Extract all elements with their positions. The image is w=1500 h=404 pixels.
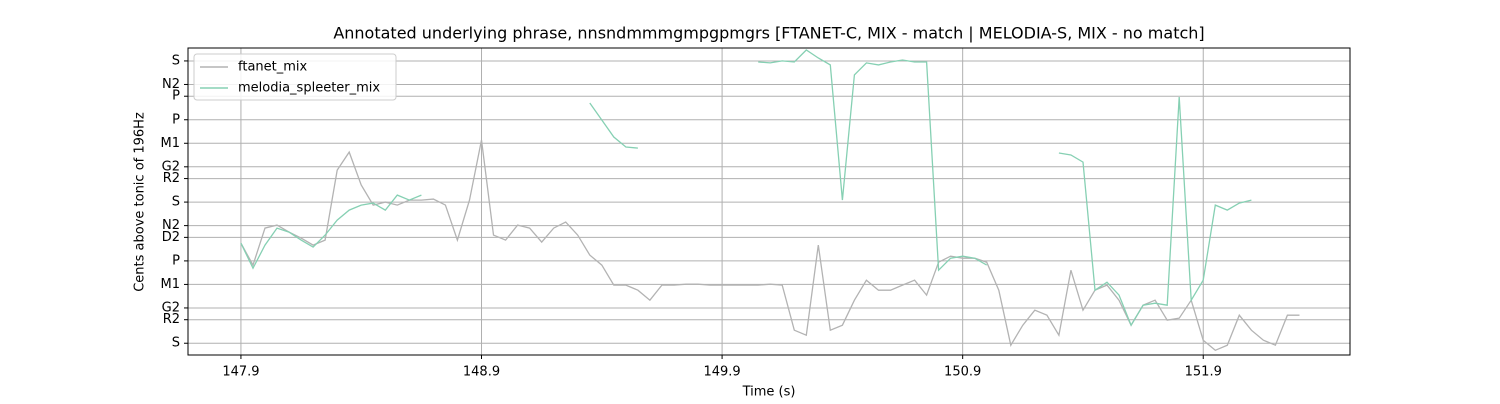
y-tick-label: P [172, 112, 180, 127]
y-tick-label: N2 [162, 218, 180, 233]
x-tick-label: 150.9 [944, 365, 981, 380]
y-tick-label: S [172, 53, 180, 68]
y-tick-label: D2 [162, 230, 180, 245]
x-axis-label: Time (s) [742, 385, 796, 400]
y-tick-label: S [172, 195, 180, 210]
y-tick-label: N2 [162, 77, 180, 92]
x-tick-label: 148.9 [463, 365, 500, 380]
y-tick-label: P [172, 89, 180, 104]
y-tick-label: G2 [162, 300, 180, 315]
y-tick-label: R2 [163, 312, 180, 327]
y-tick-label: S [172, 336, 180, 351]
y-tick-label: G2 [162, 159, 180, 174]
y-tick-label: M1 [161, 277, 181, 292]
legend-label: ftanet_mix [238, 60, 308, 75]
y-axis-label: Cents above tonic of 196Hz [133, 112, 148, 292]
legend-label: melodia_spleeter_mix [238, 81, 380, 96]
plot-frame [187, 47, 1351, 356]
x-tick-label: 151.9 [1185, 365, 1222, 380]
legend-box [193, 53, 397, 101]
chart-title: Annotated underlying phrase, nnsndmmmgmp… [333, 24, 1204, 43]
y-tick-label: P [172, 253, 180, 268]
series-line [240, 49, 1252, 327]
x-tick-label: 147.9 [222, 365, 259, 380]
y-tick-label: M1 [161, 136, 181, 151]
y-tick-label: R2 [163, 171, 180, 186]
x-tick-label: 149.9 [703, 365, 740, 380]
series-line [240, 139, 1300, 352]
